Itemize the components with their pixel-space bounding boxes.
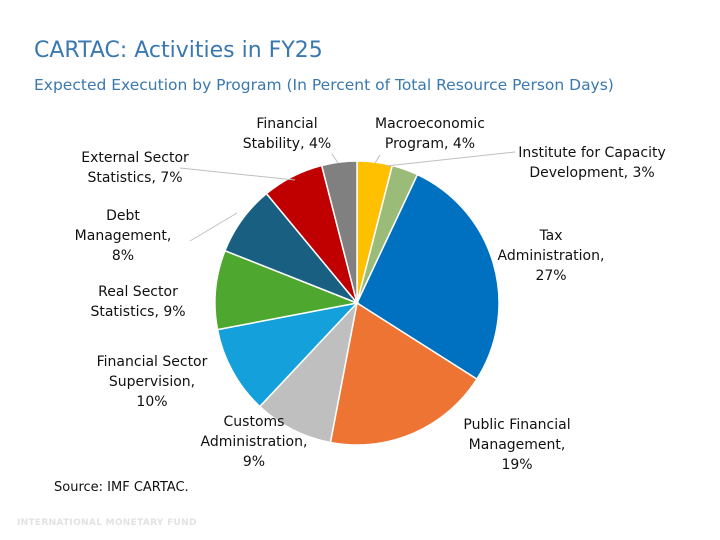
data-label-line: Institute for Capacity bbox=[518, 145, 666, 161]
data-label-line: Macroeconomic bbox=[375, 116, 485, 132]
data-label: External Sector Statistics, 7% bbox=[81, 148, 189, 188]
data-label-line: Management, bbox=[468, 437, 566, 453]
source-note: Source: IMF CARTAC. bbox=[54, 480, 189, 495]
pie-slice-tax-administration bbox=[356, 173, 500, 381]
data-label: Real Sector Statistics, 9% bbox=[90, 282, 185, 322]
data-label-line: Administration, bbox=[497, 248, 605, 264]
data-label-line: Management, bbox=[74, 228, 172, 244]
pie-slice-financial-stability bbox=[320, 160, 358, 304]
pie-slice-public-financial-management bbox=[329, 301, 478, 446]
data-label-line: Public Financial bbox=[463, 417, 571, 433]
data-label-line: 19% bbox=[501, 457, 533, 473]
chart-subtitle: Expected Execution by Program (In Percen… bbox=[34, 76, 614, 94]
data-label-line: Statistics, 7% bbox=[87, 170, 183, 186]
data-label-line: Supervision, bbox=[108, 374, 196, 390]
data-label-line: Statistics, 9% bbox=[90, 304, 186, 320]
data-label: Financial Sector Supervision, 10% bbox=[97, 352, 208, 412]
imf-watermark: INTERNATIONAL MONETARY FUND bbox=[17, 518, 197, 528]
pie-slice-financial-sector-supervision bbox=[216, 301, 360, 408]
data-label-line: 9% bbox=[242, 454, 266, 470]
data-label-line: External Sector bbox=[81, 150, 189, 166]
leader-line bbox=[385, 151, 516, 167]
data-label: Institute for Capacity Development, 3% bbox=[518, 143, 665, 183]
data-label-line: Financial Sector bbox=[96, 354, 208, 370]
data-label-line: 27% bbox=[535, 268, 567, 284]
chart-title: CARTAC: Activities in FY25 bbox=[34, 38, 323, 63]
data-label-line: 10% bbox=[136, 394, 168, 410]
data-label: Tax Administration, 27% bbox=[498, 226, 605, 286]
leader-line bbox=[189, 212, 238, 242]
data-label-line: Financial bbox=[256, 116, 318, 132]
leader-line bbox=[179, 167, 296, 181]
data-label-line: Tax bbox=[539, 228, 563, 244]
data-label-line: Administration, bbox=[200, 434, 308, 450]
pie-slice-real-sector-statistics bbox=[214, 249, 360, 331]
data-label: Macroeconomic Program, 4% bbox=[375, 114, 485, 154]
data-label-line: Stability, 4% bbox=[242, 136, 332, 152]
leader-line bbox=[374, 154, 381, 164]
data-label: Financial Stability, 4% bbox=[243, 114, 331, 154]
leader-line bbox=[331, 153, 339, 164]
data-label-line: Program, 4% bbox=[384, 136, 476, 152]
data-label: Debt Management, 8% bbox=[75, 206, 172, 266]
data-label-line: Real Sector bbox=[98, 284, 178, 300]
data-label-line: Customs bbox=[223, 414, 285, 430]
data-label: Customs Administration, 9% bbox=[201, 412, 308, 472]
data-label-line: Development, 3% bbox=[529, 165, 655, 181]
pie-slice-customs-administration bbox=[258, 300, 359, 444]
data-label-line: Debt bbox=[106, 208, 140, 224]
data-label: Public Financial Management, 19% bbox=[463, 415, 570, 475]
data-label-line: 8% bbox=[111, 248, 135, 264]
